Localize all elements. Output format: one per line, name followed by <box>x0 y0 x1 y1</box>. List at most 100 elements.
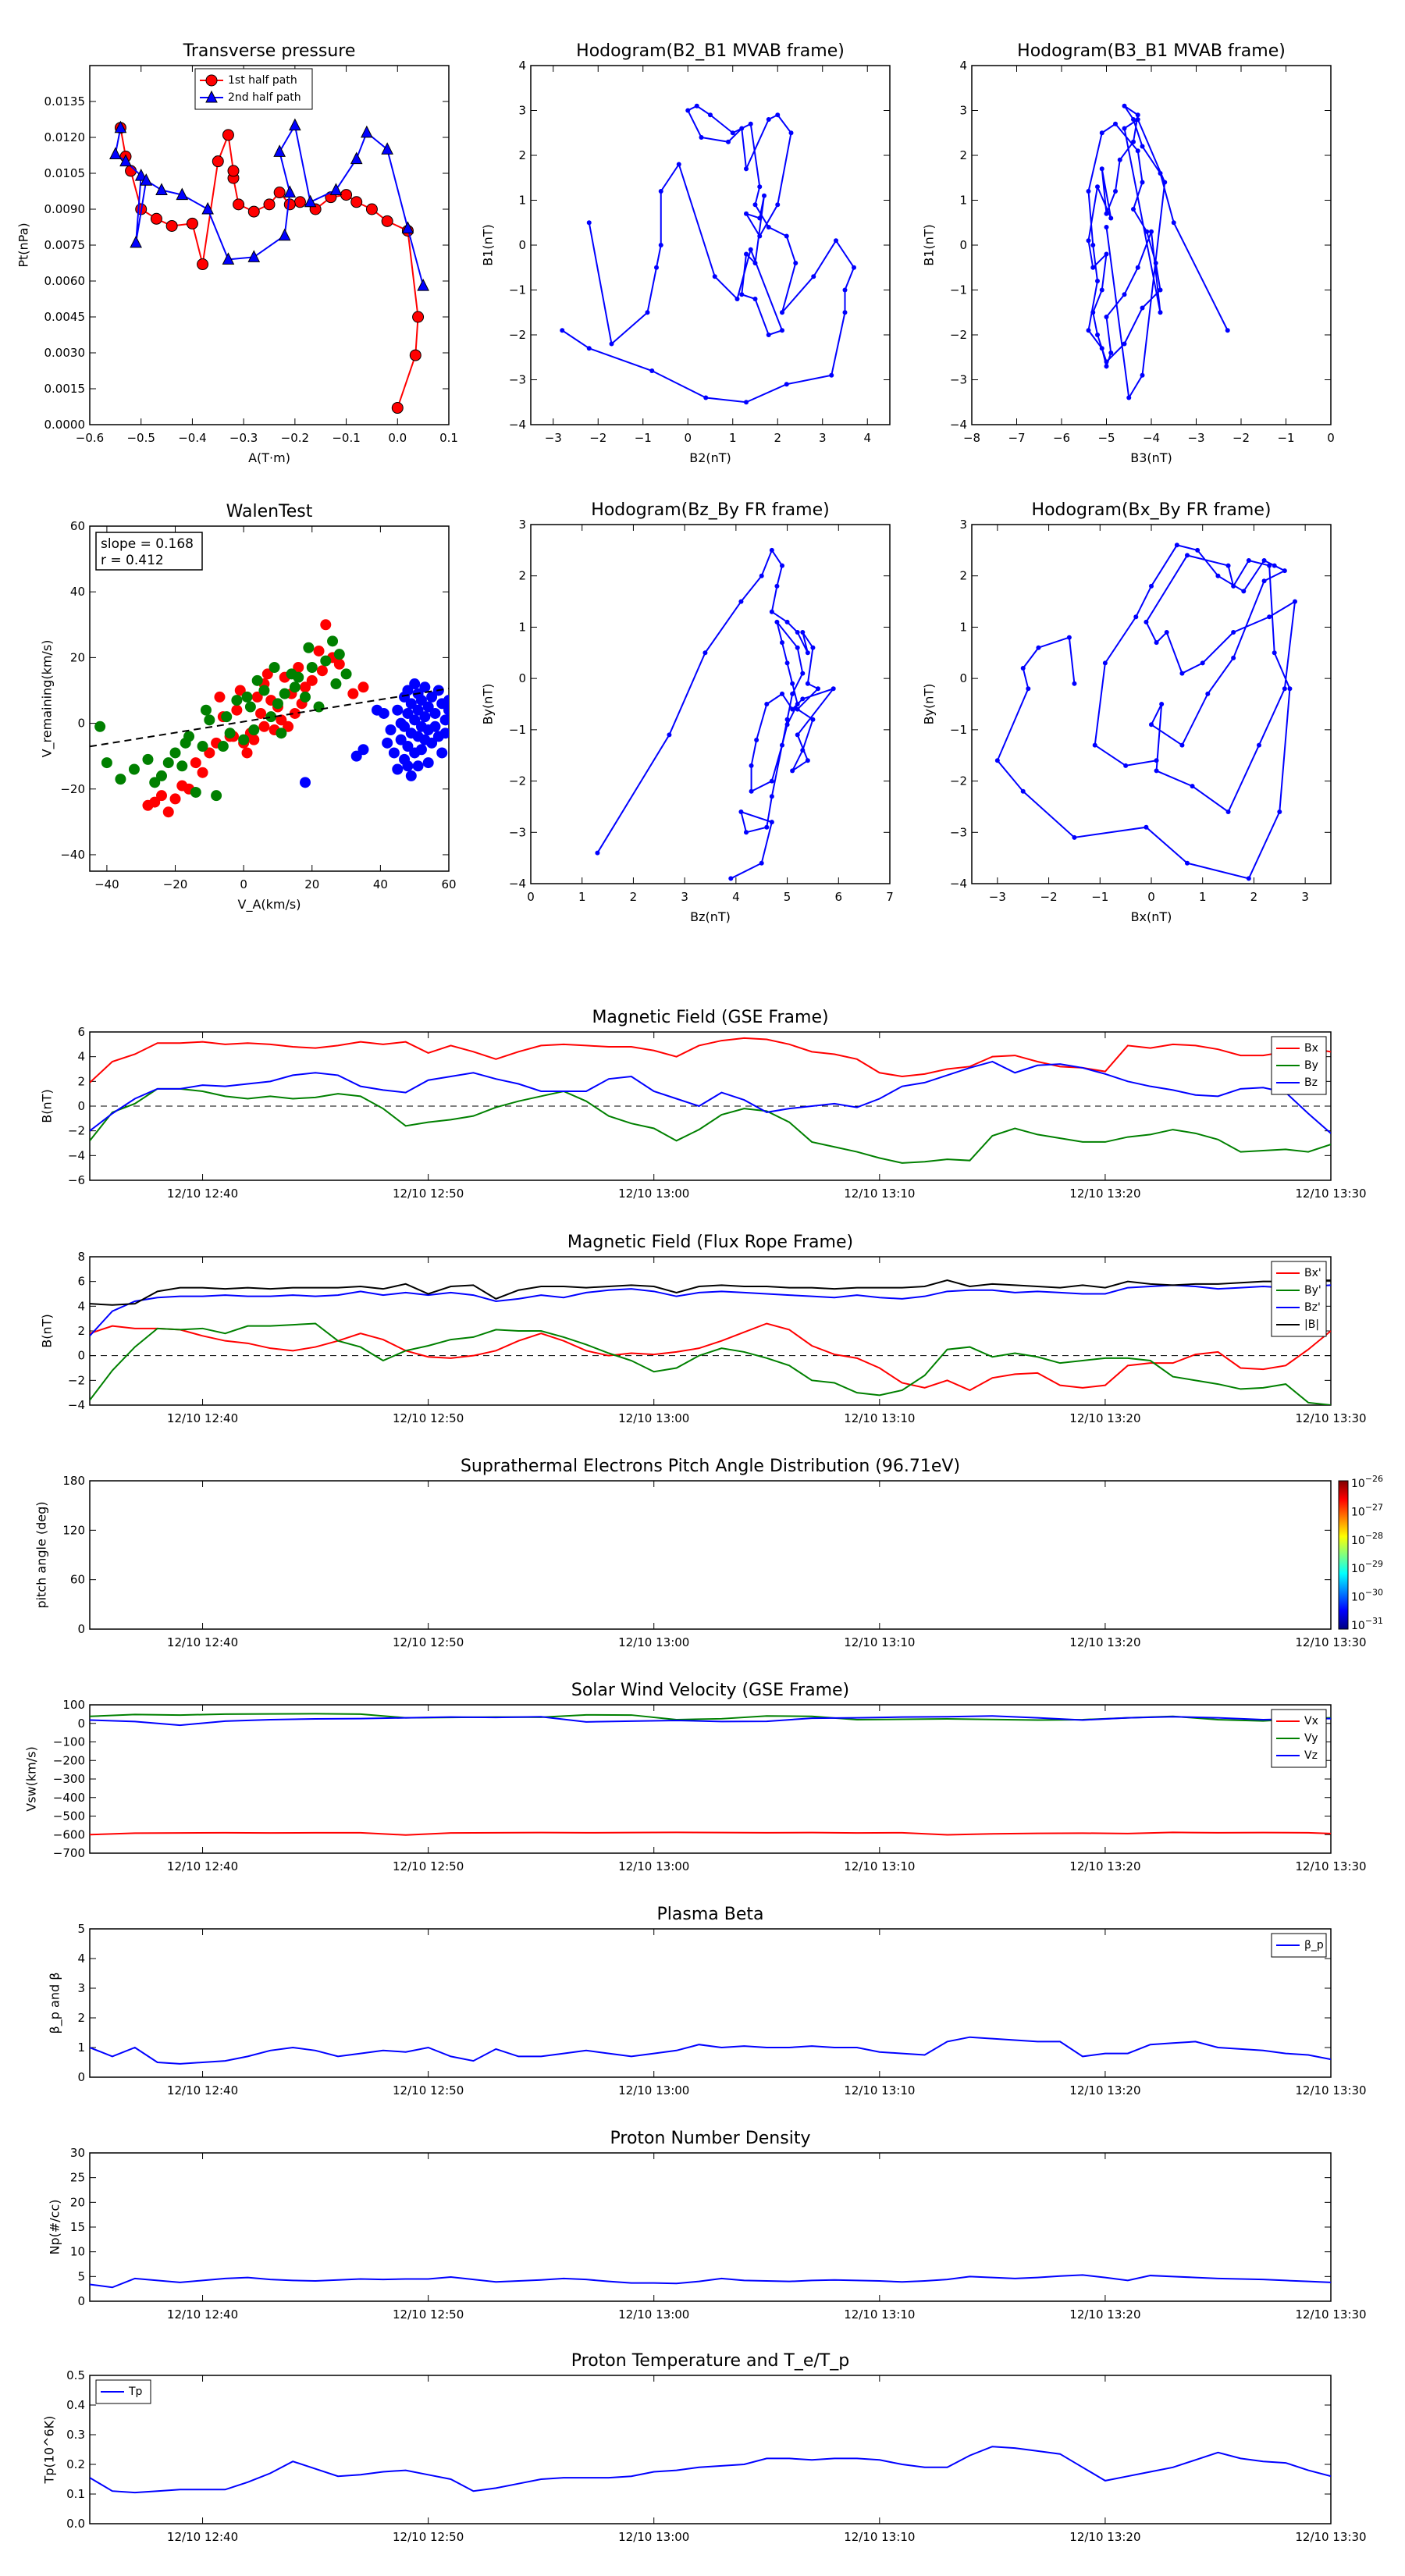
y-tick-label: 0.0000 <box>44 418 86 432</box>
data-point <box>329 183 343 195</box>
colorbar-tick-base: 10 <box>1351 1506 1365 1518</box>
data-point <box>217 741 229 753</box>
data-point <box>810 717 816 722</box>
x-axis-label: B2(nT) <box>689 450 731 465</box>
x-tick-label: 12/10 12:50 <box>393 2307 464 2322</box>
x-tick-label: −1 <box>1091 890 1108 904</box>
y-tick-label: −2 <box>68 1124 85 1138</box>
mag-fr-chart: Magnetic Field (Flux Rope Frame) −4 −2 0 2 4 6… <box>40 1233 1367 1425</box>
data-point <box>330 678 342 690</box>
data-point <box>422 757 434 769</box>
x-tick-label: 0 <box>240 877 247 891</box>
series-group <box>1086 103 1230 400</box>
x-tick-label: 12/10 13:10 <box>844 2307 915 2322</box>
y-tick-label: 0.1 <box>66 2487 85 2501</box>
x-tick-label: 12/10 13:30 <box>1295 2307 1366 2322</box>
data-point <box>283 198 296 211</box>
x-tick-label: 12/10 13:20 <box>1069 1411 1140 1425</box>
x-tick-label: 12/10 13:20 <box>1069 2307 1140 2322</box>
x-tick-label: −0.3 <box>229 431 258 445</box>
x-tick-label: 12/10 13:20 <box>1069 2083 1140 2097</box>
y-tick-label: 40 <box>70 585 85 599</box>
data-point <box>649 368 655 373</box>
series-line <box>90 1715 1331 1727</box>
data-point <box>409 678 421 690</box>
data-point <box>165 219 178 232</box>
data-point <box>769 778 774 784</box>
x-tick-label: 12/10 13:10 <box>844 1859 915 1873</box>
data-point <box>764 702 770 706</box>
data-point <box>1104 211 1109 216</box>
legend-label: Vx <box>1304 1715 1318 1727</box>
x-tick-label: −3 <box>545 431 562 445</box>
data-point <box>1293 599 1297 604</box>
data-point <box>658 243 663 247</box>
data-point <box>1104 359 1109 365</box>
data-point <box>1246 558 1251 563</box>
data-point <box>1122 103 1127 109</box>
y-tick-label: 0 <box>77 2070 85 2084</box>
data-point <box>609 341 614 347</box>
data-point <box>769 794 774 799</box>
data-point <box>1287 686 1293 692</box>
data-point <box>180 737 191 749</box>
data-point <box>1140 144 1145 149</box>
data-point <box>1108 215 1114 221</box>
data-point <box>224 728 236 739</box>
y-tick-label: 6 <box>77 1025 85 1039</box>
data-point <box>273 187 286 199</box>
data-point <box>790 706 795 712</box>
data-point <box>1135 117 1140 122</box>
data-point <box>784 382 789 387</box>
y-tick-label: 0.0135 <box>44 94 86 109</box>
data-point <box>1162 180 1168 185</box>
x-tick-label: −3 <box>989 890 1006 904</box>
x-tick-label: 12/10 13:20 <box>1069 2530 1140 2544</box>
colorbar-tick-base: 10 <box>1351 1592 1365 1604</box>
y-tick-label: −4 <box>509 418 526 432</box>
data-point <box>261 668 273 680</box>
data-point <box>409 714 421 726</box>
data-point <box>429 707 441 719</box>
data-point <box>774 619 780 624</box>
data-point <box>1135 265 1140 270</box>
chart-title: WalenTest <box>226 502 313 521</box>
x-tick-label: −40 <box>94 877 119 891</box>
x-tick-label: 1 <box>729 431 737 445</box>
data-point <box>726 139 731 144</box>
x-axis-label: A(T·m) <box>248 450 290 465</box>
data-point <box>399 720 411 732</box>
y-tick-label: −200 <box>53 1753 85 1767</box>
data-point <box>1272 650 1277 656</box>
y-tick-label: 10 <box>70 2245 85 2259</box>
y-tick-label: 5 <box>77 2269 85 2283</box>
colorbar-tick-exponent: −26 <box>1365 1474 1383 1484</box>
data-point <box>156 790 167 802</box>
pad-chart: Suprathermal Electrons Pitch Angle Distr… <box>34 1457 1384 1649</box>
data-point <box>793 261 799 265</box>
series-line <box>561 105 855 404</box>
data-point <box>1102 660 1108 666</box>
data-point <box>115 774 126 785</box>
x-tick-label: 12/10 13:20 <box>1069 1859 1140 1873</box>
data-point <box>244 701 256 713</box>
data-point <box>1205 691 1211 696</box>
series-line <box>90 1284 1331 1337</box>
data-point <box>1135 112 1140 118</box>
series-line <box>90 1037 1331 1083</box>
data-point <box>155 183 168 195</box>
data-point <box>757 215 763 221</box>
tp-chart: Proton Temperature and T_e/T_p 0.0 0.1 0.2 0… <box>42 2351 1367 2544</box>
y-tick-label: 4 <box>77 1952 85 1966</box>
data-point <box>1131 207 1136 212</box>
y-tick-label: 20 <box>70 650 85 664</box>
colorbar-tick-base: 10 <box>1351 1535 1365 1547</box>
data-point <box>392 704 404 716</box>
x-tick-label: 12/10 12:50 <box>393 1187 464 1201</box>
x-tick-label: 0 <box>527 890 535 904</box>
y-tick-label: 0.0045 <box>44 310 86 324</box>
data-point <box>241 691 253 703</box>
data-point <box>263 198 276 211</box>
data-point <box>149 796 161 808</box>
